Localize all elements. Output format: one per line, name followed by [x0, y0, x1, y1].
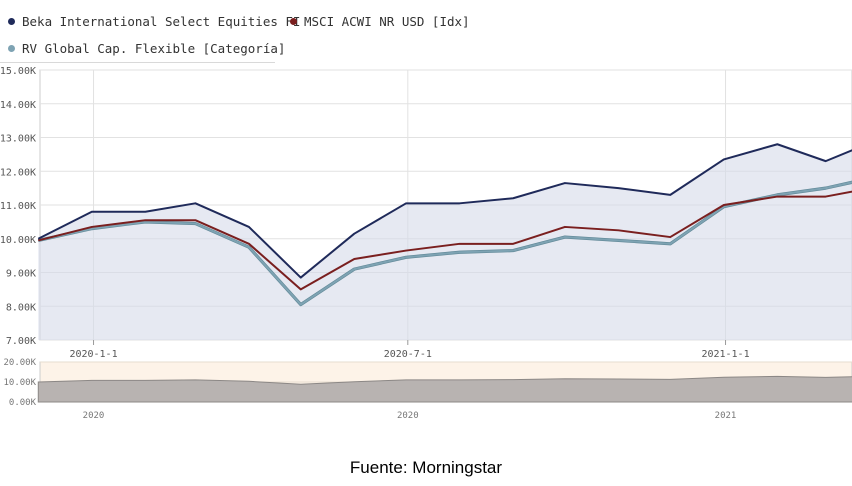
x-tick-label: 2021-1-1 — [701, 349, 749, 360]
legend-marker — [290, 18, 297, 25]
legend-marker — [8, 45, 15, 52]
chart: 7.00K 8.00K 9.00K 10.00K 11.00K 12.00K 13.00K 1… — [0, 66, 852, 421]
y-tick-label: 11.00K — [0, 201, 36, 212]
navigator-x-tick: 2020 — [83, 411, 105, 421]
navigator-x-tick: 2020 — [397, 411, 419, 421]
navigator-y-tick: 0.00K — [9, 398, 37, 408]
series-line-rv-global — [38, 181, 852, 306]
y-tick-label: 14.00K — [0, 100, 36, 111]
legend-marker — [8, 18, 15, 25]
navigator-y-tick: 10.00K — [3, 378, 36, 388]
legend-label: Beka International Select Equities FI — [22, 14, 301, 29]
series-line-msci — [38, 190, 852, 291]
navigator-y-tick: 20.00K — [3, 358, 36, 368]
legend: Beka International Select Equities FI MS… — [0, 0, 470, 63]
series-area-beka — [38, 144, 852, 340]
y-tick-label: 15.00K — [0, 66, 36, 77]
legend-item-rv-global[interactable]: RV Global Cap. Flexible [Categoría] — [8, 41, 285, 56]
y-tick-label: 12.00K — [0, 167, 36, 178]
legend-label: MSCI ACWI NR USD [Idx] — [304, 14, 470, 29]
navigator-area — [37, 375, 852, 403]
x-tick-label: 2020-7-1 — [384, 349, 432, 360]
navigator-x-tick: 2021 — [715, 411, 737, 421]
legend-item-msci[interactable]: MSCI ACWI NR USD [Idx] — [290, 14, 470, 29]
y-tick-label: 7.00K — [6, 336, 36, 347]
y-tick-label: 10.00K — [0, 235, 36, 246]
series-line-beka — [37, 143, 852, 279]
y-tick-label: 9.00K — [6, 269, 36, 280]
y-tick-label: 8.00K — [6, 302, 36, 313]
x-tick-label: 2020-1-1 — [69, 349, 117, 360]
legend-label: RV Global Cap. Flexible [Categoría] — [22, 41, 286, 56]
y-tick-label: 13.00K — [0, 134, 36, 145]
legend-item-beka[interactable]: Beka International Select Equities FI — [8, 14, 300, 29]
source-caption: Fuente: Morningstar — [349, 458, 503, 477]
